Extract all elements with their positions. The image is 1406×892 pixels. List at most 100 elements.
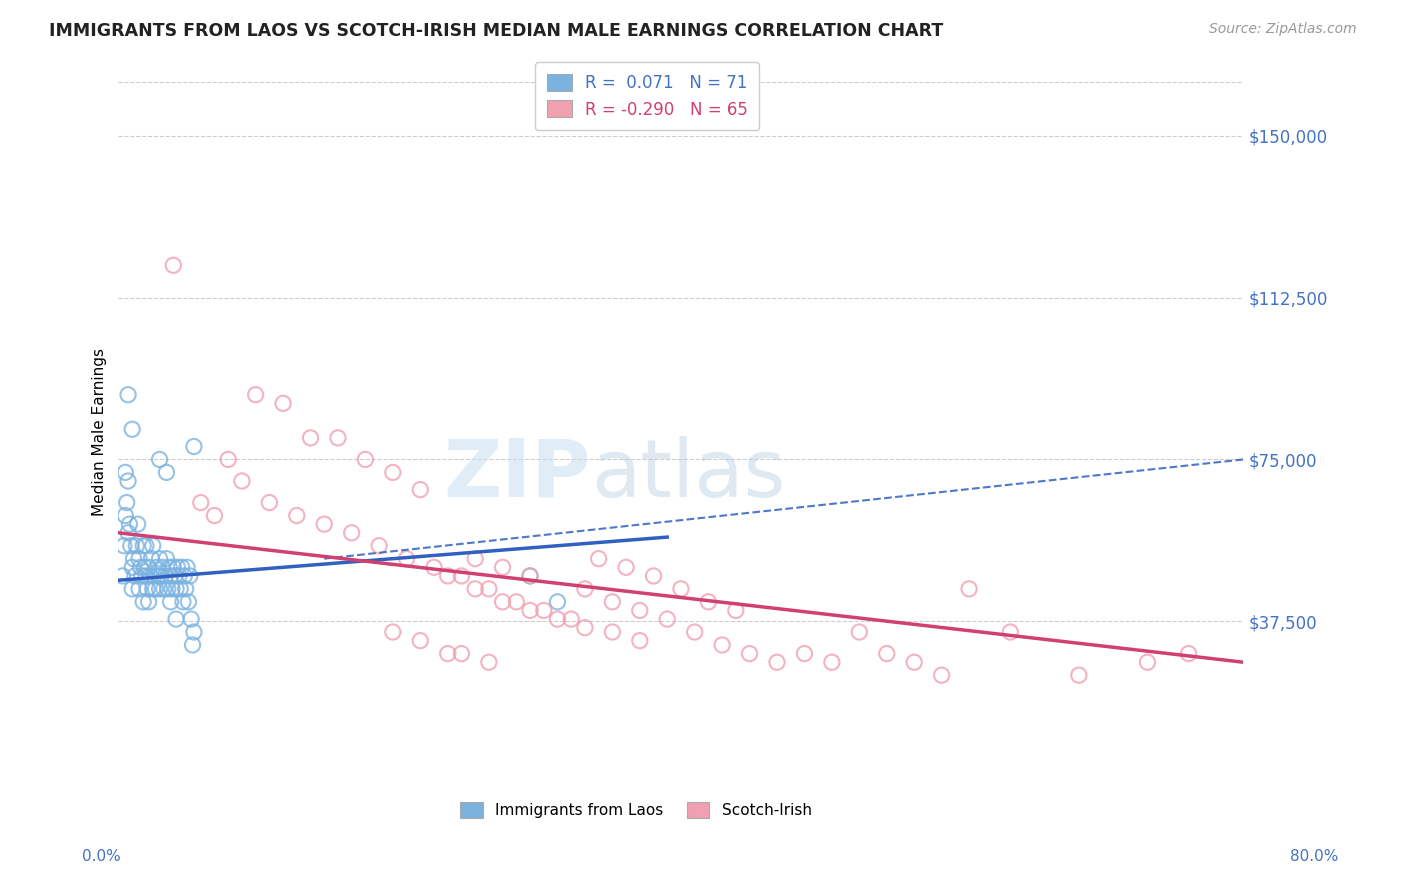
Point (160, 582, 183, 596)
Point (131, 569, 153, 583)
Point (478, 655, 501, 669)
Point (124, 569, 146, 583)
Point (450, 647, 472, 661)
Point (128, 582, 150, 596)
Point (149, 582, 172, 596)
Point (271, 396, 294, 410)
Point (793, 647, 815, 661)
Point (138, 560, 160, 574)
Point (491, 595, 513, 609)
Point (132, 539, 155, 553)
Point (115, 495, 138, 509)
Point (135, 539, 157, 553)
Point (478, 582, 501, 596)
Point (245, 388, 267, 402)
Point (326, 431, 349, 445)
Point (148, 569, 170, 583)
Point (139, 569, 162, 583)
Point (724, 603, 747, 617)
Point (138, 595, 160, 609)
Point (129, 560, 152, 574)
Point (285, 508, 308, 523)
Text: Source: ZipAtlas.com: Source: ZipAtlas.com (1209, 22, 1357, 37)
Point (683, 625, 706, 640)
Point (117, 388, 139, 402)
Point (602, 595, 624, 609)
Text: 80.0%: 80.0% (1291, 849, 1339, 863)
Point (314, 517, 336, 532)
Point (409, 633, 432, 648)
Point (163, 569, 186, 583)
Point (450, 569, 472, 583)
Point (149, 551, 172, 566)
Point (174, 582, 197, 596)
Point (156, 582, 179, 596)
Point (931, 668, 953, 682)
Point (848, 625, 870, 640)
Point (136, 582, 159, 596)
Point (299, 431, 322, 445)
Point (464, 582, 486, 596)
Point (145, 582, 167, 596)
Point (114, 508, 136, 523)
Point (159, 595, 181, 609)
Point (121, 582, 143, 596)
Point (155, 551, 177, 566)
Point (1136, 655, 1159, 669)
Point (876, 647, 898, 661)
Point (614, 560, 637, 574)
Point (177, 595, 200, 609)
Point (150, 560, 173, 574)
Point (711, 638, 734, 652)
Point (1000, 625, 1022, 640)
Point (957, 582, 980, 596)
Point (519, 603, 541, 617)
Point (217, 452, 239, 467)
Point (657, 612, 679, 626)
Point (132, 595, 155, 609)
Point (574, 621, 596, 635)
Point (120, 539, 142, 553)
Point (172, 595, 194, 609)
Point (149, 452, 172, 467)
Point (464, 551, 486, 566)
Point (142, 582, 165, 596)
Text: 0.0%: 0.0% (82, 849, 121, 863)
Point (135, 569, 157, 583)
Point (643, 569, 665, 583)
Point (179, 569, 201, 583)
Point (259, 495, 281, 509)
Y-axis label: Median Male Earnings: Median Male Earnings (93, 349, 107, 516)
Point (117, 474, 139, 488)
Point (903, 655, 925, 669)
Point (602, 625, 624, 640)
Point (166, 560, 188, 574)
Point (1177, 647, 1199, 661)
Point (128, 551, 150, 566)
Point (152, 582, 174, 596)
Point (547, 595, 569, 609)
Point (118, 517, 141, 532)
Text: atlas: atlas (591, 435, 786, 514)
Point (141, 551, 163, 566)
Point (153, 569, 176, 583)
Point (134, 560, 156, 574)
Point (183, 625, 205, 640)
Point (165, 612, 187, 626)
Point (111, 569, 134, 583)
Point (162, 258, 184, 272)
Point (122, 551, 145, 566)
Point (340, 525, 363, 540)
Point (127, 517, 149, 532)
Point (167, 569, 190, 583)
Point (190, 495, 212, 509)
Point (176, 560, 198, 574)
Point (519, 569, 541, 583)
Point (519, 569, 541, 583)
Point (436, 647, 458, 661)
Point (143, 569, 166, 583)
Point (117, 525, 139, 540)
Point (204, 508, 226, 523)
Point (121, 422, 143, 436)
Point (157, 560, 180, 574)
